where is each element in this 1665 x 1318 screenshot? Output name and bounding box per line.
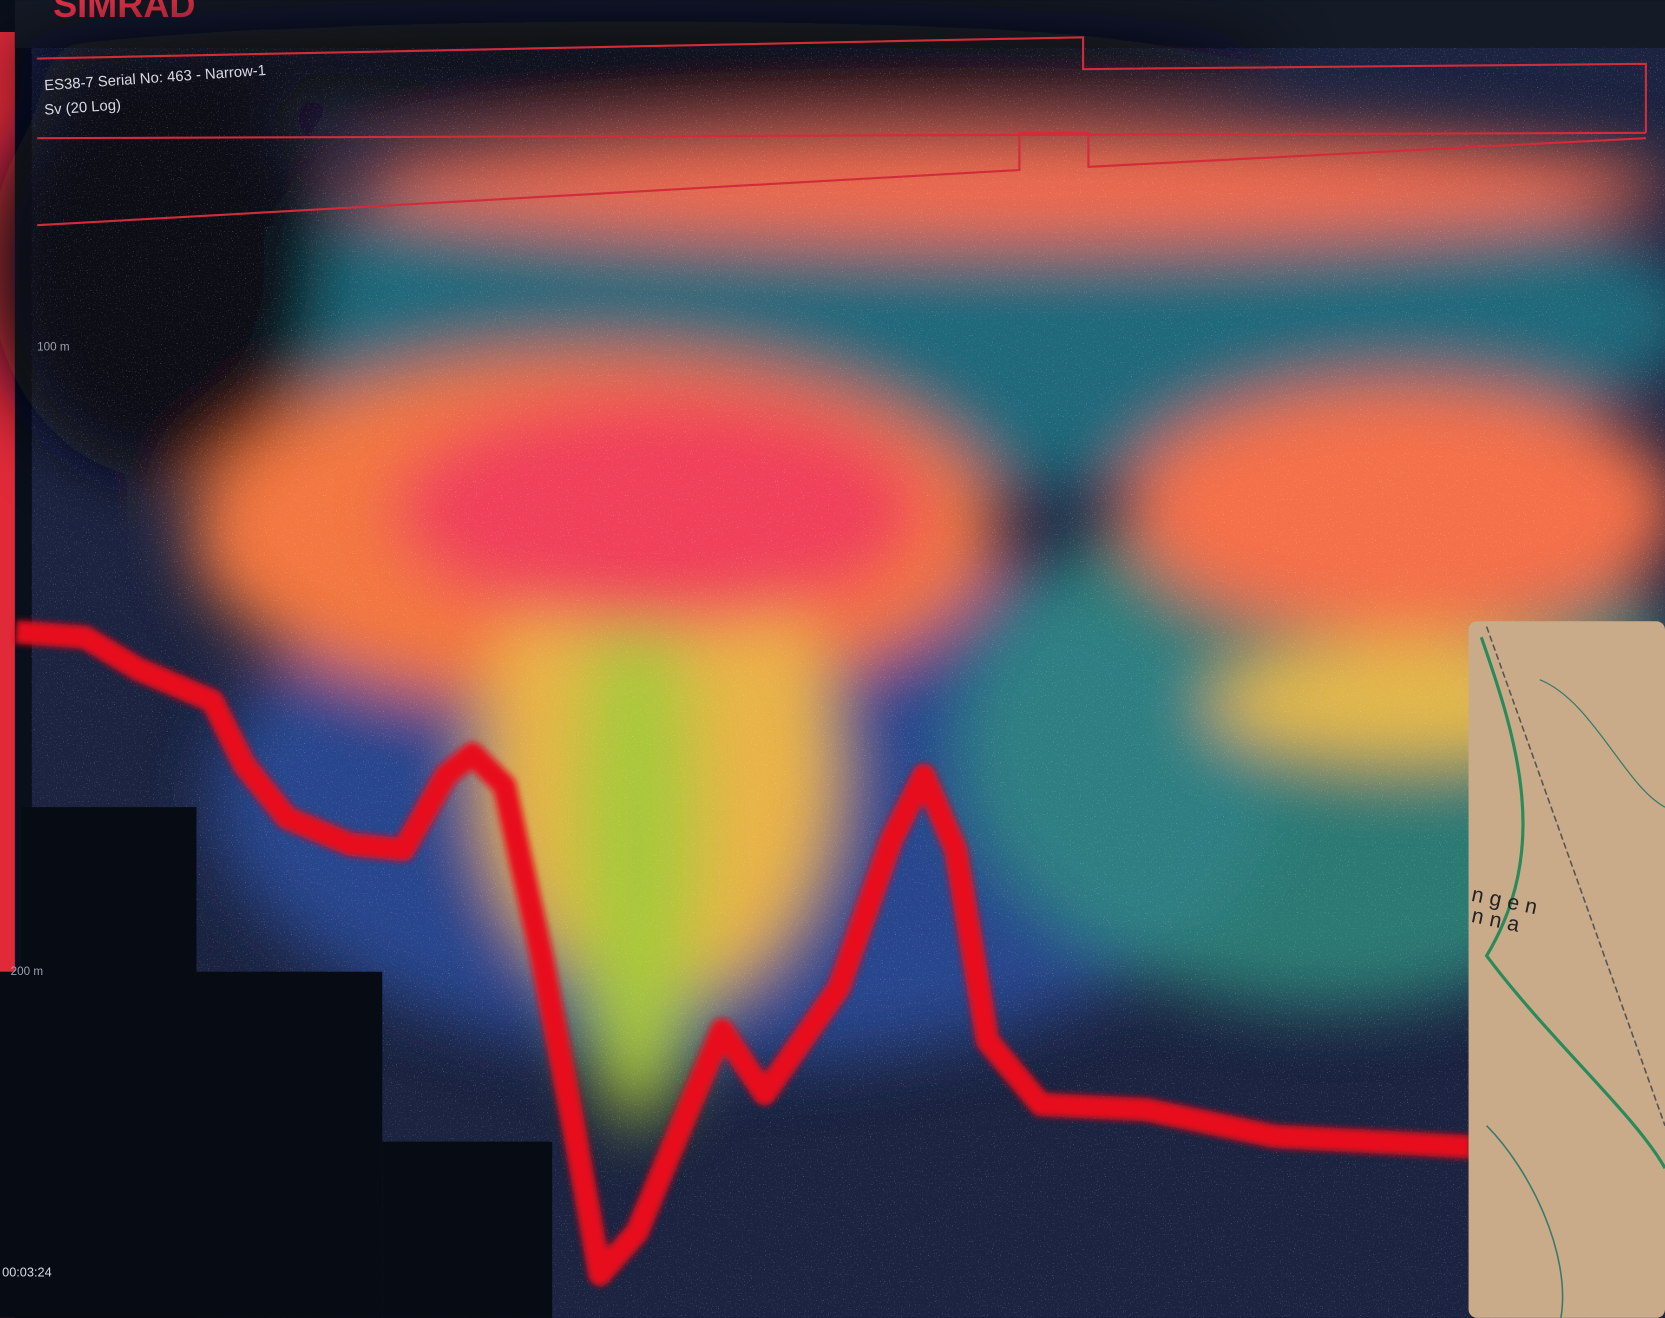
time-label: 00:03:24 <box>2 1264 52 1279</box>
echo-data <box>0 21 1665 1318</box>
range-line <box>37 131 1646 227</box>
depth-label: 200 m <box>11 965 43 978</box>
map-paper <box>1468 621 1665 1318</box>
range-line <box>37 36 1647 133</box>
map-track <box>1485 626 1665 1126</box>
map-contour <box>1539 679 1665 808</box>
range-line <box>37 131 1646 140</box>
map-inset: ngen nna <box>1468 621 1665 1318</box>
mode-label: Sv (20 Log) <box>44 97 122 118</box>
seabed-line <box>15 620 1472 1287</box>
dark-block <box>0 971 383 1318</box>
map-contour <box>1486 1125 1564 1318</box>
map-route <box>1479 636 1665 1169</box>
brand: SIMRAD <box>53 0 195 25</box>
dark-block <box>382 1141 553 1318</box>
depth-label: 100 m <box>37 341 69 354</box>
overlay-lines <box>37 36 1647 227</box>
